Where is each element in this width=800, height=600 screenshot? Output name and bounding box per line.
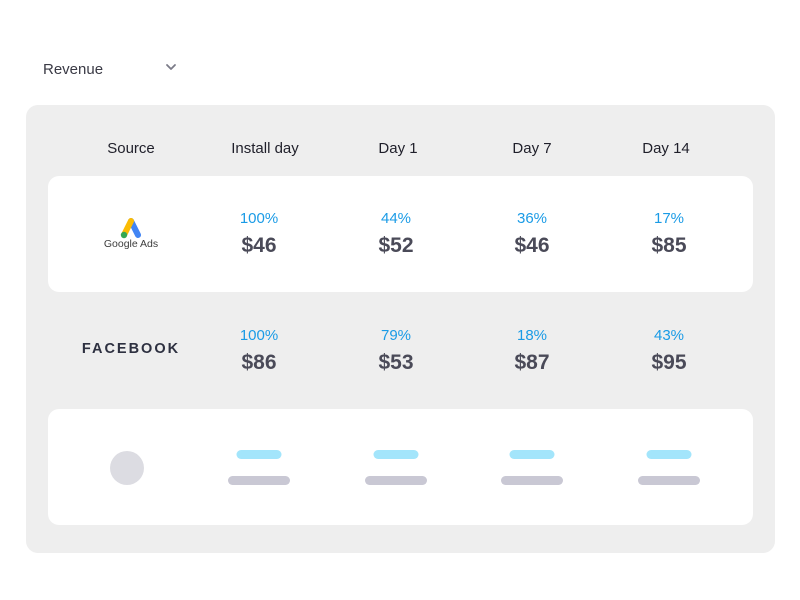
header-install-day: Install day [231, 140, 299, 157]
header-day-1: Day 1 [378, 140, 418, 157]
revenue-amount: $95 [651, 351, 687, 374]
retention-percent: 43% [653, 327, 685, 344]
table-cell: 17% $85 [614, 176, 724, 292]
metric-dropdown[interactable]: Revenue [43, 55, 183, 83]
revenue-amount: $85 [651, 234, 687, 257]
facebook-logo: FACEBOOK [81, 341, 181, 357]
table-row-loading-placeholder [48, 409, 753, 525]
revenue-amount: $52 [378, 234, 414, 257]
retention-percent: 100% [239, 327, 279, 344]
retention-percent: 18% [516, 327, 548, 344]
revenue-amount: $46 [241, 234, 277, 257]
cohort-table: Source Install day Day 1 Day 7 Day 14 Go… [26, 105, 775, 553]
retention-percent: 100% [239, 210, 279, 227]
skeleton-bar-percent [373, 450, 419, 459]
table-cell: 43% $95 [614, 293, 724, 409]
skeleton-bar-percent [236, 450, 282, 459]
skeleton-bar-amount [638, 476, 700, 485]
table-cell: 100% $46 [204, 176, 314, 292]
retention-percent: 17% [653, 210, 685, 227]
header-source: Source [107, 140, 155, 157]
header-day-7: Day 7 [512, 140, 552, 157]
skeleton-bar-amount [501, 476, 563, 485]
skeleton-bar-amount [228, 476, 290, 485]
retention-percent: 44% [380, 210, 412, 227]
revenue-amount: $86 [241, 351, 277, 374]
table-row-facebook[interactable]: FACEBOOK 100% $86 79% $53 18% $87 43% $9… [48, 293, 753, 409]
retention-percent: 36% [516, 210, 548, 227]
google-ads-icon [120, 218, 141, 239]
revenue-amount: $87 [514, 351, 550, 374]
skeleton-bar-amount [365, 476, 427, 485]
table-cell: 18% $87 [477, 293, 587, 409]
table-cell: 100% $86 [204, 293, 314, 409]
skeleton-bar-percent [646, 450, 692, 459]
table-cell: 79% $53 [341, 293, 451, 409]
google-ads-label: Google Ads [103, 238, 159, 250]
table-cell: 36% $46 [477, 176, 587, 292]
table-cell: 44% $52 [341, 176, 451, 292]
chevron-down-icon [166, 64, 176, 70]
revenue-amount: $46 [514, 234, 550, 257]
metric-dropdown-label: Revenue [43, 60, 104, 78]
table-row-google-ads[interactable]: Google Ads 100% $46 44% $52 36% $46 17% … [48, 176, 753, 292]
header-day-14: Day 14 [642, 140, 690, 157]
skeleton-avatar [110, 451, 144, 485]
revenue-amount: $53 [378, 351, 414, 374]
retention-percent: 79% [380, 327, 412, 344]
table-header: Source Install day Day 1 Day 7 Day 14 [26, 105, 775, 175]
skeleton-bar-percent [509, 450, 555, 459]
